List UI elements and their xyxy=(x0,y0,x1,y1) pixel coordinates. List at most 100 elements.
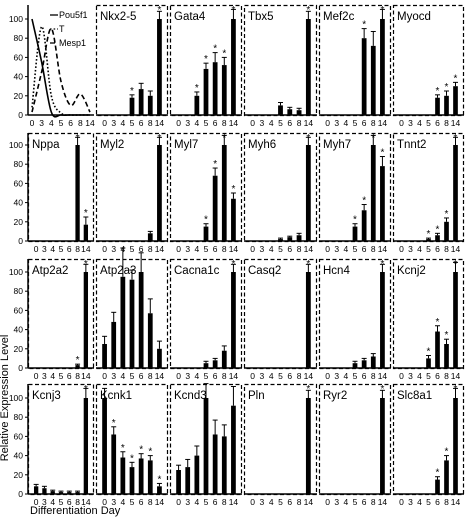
significance-marker: * xyxy=(445,330,449,341)
bar xyxy=(435,331,440,368)
x-tick-label: 0 xyxy=(176,244,181,254)
bar xyxy=(147,95,153,115)
bar xyxy=(444,95,449,115)
bar xyxy=(380,398,385,494)
x-tick-label: 8 xyxy=(148,497,153,507)
x-tick-label: 14 xyxy=(451,497,461,507)
x-tick-label: 5 xyxy=(278,497,283,507)
x-tick-label: 4 xyxy=(50,497,55,507)
bar xyxy=(194,455,200,494)
bar xyxy=(231,198,236,241)
y-tick-label: 20 xyxy=(14,91,24,101)
bar xyxy=(203,226,209,241)
x-tick-label: 5 xyxy=(59,118,64,128)
gene-label: Gata4 xyxy=(174,11,206,23)
x-tick-label: 6 xyxy=(362,371,367,381)
x-tick-label: 14 xyxy=(155,118,165,128)
significance-marker: * xyxy=(157,5,161,16)
x-tick-label: 8 xyxy=(78,118,83,128)
gene-panel: Kcnd3 0 3 4 5 6 8 14 xyxy=(169,383,243,507)
bar xyxy=(380,272,385,368)
x-tick-label: 0 xyxy=(34,497,39,507)
bar xyxy=(194,95,200,115)
x-tick-label: 4 xyxy=(417,497,422,507)
gene-panel: Hcn4 0 3 4 5 6 8 * 14 xyxy=(318,258,392,381)
bar xyxy=(426,239,431,241)
x-tick-label: 6 xyxy=(435,371,440,381)
bar xyxy=(157,348,162,368)
gene-panel: Myh7 0 3 4 * 5 * 6 * 8 * 14 xyxy=(318,132,392,254)
x-tick-label: 5 xyxy=(59,497,64,507)
x-tick-label: 0 xyxy=(399,118,404,128)
x-tick-label: 8 xyxy=(297,371,302,381)
x-tick-label: 8 xyxy=(222,244,227,254)
bar xyxy=(444,460,449,494)
bar xyxy=(203,398,209,494)
gene-panel: Cacna1c 0 3 4 5 6 8 * 14 xyxy=(169,258,243,381)
significance-marker: * xyxy=(454,384,458,395)
x-tick-label: 0 xyxy=(176,497,181,507)
significance-marker: * xyxy=(231,259,235,270)
bar xyxy=(67,492,72,494)
gene-panel: Kcnj2 0 3 4 * 5 * 6 * 8 * 14 xyxy=(392,258,465,381)
x-tick-label: 3 xyxy=(408,118,413,128)
significance-marker: * xyxy=(121,443,125,454)
y-tick-label: 0 xyxy=(18,236,23,246)
x-tick-label: 14 xyxy=(155,244,165,254)
x-tick-label: 4 xyxy=(343,244,348,254)
panel-frame xyxy=(392,258,465,370)
y-tick-label: 0 xyxy=(18,489,23,499)
gene-label: Myl7 xyxy=(174,139,198,151)
gene-label: Ryr2 xyxy=(323,390,347,402)
significance-marker: * xyxy=(130,86,134,97)
bar xyxy=(212,434,218,494)
gene-label: Tnnt2 xyxy=(397,139,426,151)
x-tick-label: 5 xyxy=(204,497,209,507)
significance-marker: * xyxy=(231,184,235,195)
significance-marker: * xyxy=(371,133,375,144)
x-tick-label: 14 xyxy=(451,118,461,128)
significance-marker: * xyxy=(454,133,458,144)
gene-panel: Kcnj3 0 3 4 5 6 8 * 14 xyxy=(27,383,95,507)
bar xyxy=(75,145,80,241)
significance-marker: * xyxy=(445,447,449,458)
gene-panel: Nppa 0 3 4 5 6 * 8 * 14 xyxy=(27,132,95,254)
significance-marker: * xyxy=(231,5,235,16)
x-tick-label: 6 xyxy=(139,371,144,381)
x-tick-label: 0 xyxy=(399,371,404,381)
x-tick-label: 3 xyxy=(408,244,413,254)
significance-marker: * xyxy=(204,54,208,65)
x-tick-label: 6 xyxy=(213,371,218,381)
bar xyxy=(278,105,283,115)
x-tick-label: 14 xyxy=(81,244,91,254)
bar xyxy=(129,279,135,368)
bar xyxy=(102,398,107,494)
x-tick-label: 14 xyxy=(229,244,239,254)
significance-marker: * xyxy=(84,259,88,270)
bar xyxy=(203,68,209,115)
significance-marker: * xyxy=(306,259,310,270)
y-axis: 0 20 40 60 80 100 xyxy=(9,133,29,246)
significance-marker: * xyxy=(427,347,431,358)
x-tick-label: 3 xyxy=(111,497,116,507)
gene-label: Casq2 xyxy=(248,265,281,277)
gene-label: Pln xyxy=(248,390,265,402)
x-tick-label: 0 xyxy=(102,371,107,381)
x-tick-label: 4 xyxy=(120,371,125,381)
x-tick-label: 0 xyxy=(102,497,107,507)
x-tick-label: 3 xyxy=(42,371,47,381)
y-tick-label: 80 xyxy=(14,412,24,422)
bar xyxy=(157,145,162,241)
bar xyxy=(453,398,458,494)
x-tick-label: 14 xyxy=(85,118,95,128)
significance-marker: * xyxy=(454,73,458,84)
gene-label: Hcn4 xyxy=(323,265,350,277)
x-tick-label: 3 xyxy=(111,244,116,254)
bar xyxy=(129,97,135,115)
gene-panel: Myh6 0 3 4 5 6 8 * 14 xyxy=(243,132,318,254)
significance-marker: * xyxy=(353,215,357,226)
significance-marker: * xyxy=(204,215,208,226)
x-tick-label: 8 xyxy=(297,497,302,507)
significance-marker: * xyxy=(306,5,310,16)
